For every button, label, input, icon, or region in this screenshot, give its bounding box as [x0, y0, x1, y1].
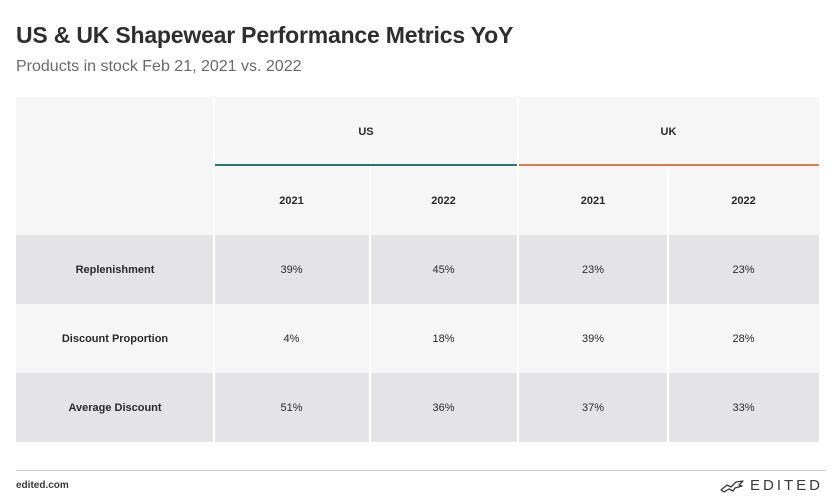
cell-uk-2022: 33%: [732, 401, 755, 414]
table-row-discount-proportion: Discount Proportion 4% 18% 39% 28%: [16, 304, 819, 373]
cell-us-2021: 51%: [280, 401, 303, 414]
chart-title: US & UK Shapewear Performance Metrics Yo…: [16, 22, 514, 48]
cell-us-2022: 45%: [432, 263, 455, 276]
chart-subtitle: Products in stock Feb 21, 2021 vs. 2022: [16, 58, 302, 75]
year-header-uk-2022: 2022: [731, 194, 756, 207]
row-label: Discount Proportion: [61, 332, 169, 345]
cell-uk-2022: 28%: [732, 332, 755, 345]
year-header-uk-2021: 2021: [580, 194, 606, 207]
group-header-uk: UK: [660, 125, 677, 138]
cell-us-2021: 39%: [280, 263, 303, 276]
edited-logo-icon: [720, 479, 744, 493]
footer-source: edited.com: [16, 480, 69, 491]
column-divider: [667, 166, 669, 443]
column-divider: [369, 166, 371, 443]
group-header-us: US: [358, 125, 374, 138]
cell-uk-2022: 23%: [732, 263, 755, 276]
metrics-table: US UK 2021 2022 2021 2022 Replenishment …: [16, 97, 819, 443]
cell-us-2022: 36%: [432, 401, 455, 414]
cell-uk-2021: 37%: [581, 401, 605, 414]
group-underline-uk: [518, 164, 819, 166]
brand-wordmark: EDITED: [749, 477, 823, 494]
brand-logo: EDITED: [720, 477, 823, 494]
table-row-average-discount: Average Discount 51% 36% 37% 33%: [16, 373, 819, 442]
year-header-us-2021: 2021: [279, 194, 304, 207]
cell-uk-2021: 23%: [581, 263, 605, 276]
table-header-background: [16, 97, 819, 235]
cell-uk-2021: 39%: [581, 332, 605, 345]
table-row-replenishment: Replenishment 39% 45% 23% 23%: [16, 235, 819, 304]
column-divider: [517, 97, 519, 443]
cell-us-2021: 4%: [283, 332, 300, 345]
year-header-us-2022: 2022: [431, 194, 456, 207]
row-label: Average Discount: [68, 401, 162, 414]
group-underline-us: [214, 164, 518, 166]
row-label: Replenishment: [75, 263, 155, 276]
cell-us-2022: 18%: [432, 332, 455, 345]
column-divider: [213, 97, 215, 443]
footer-divider: [16, 470, 826, 471]
